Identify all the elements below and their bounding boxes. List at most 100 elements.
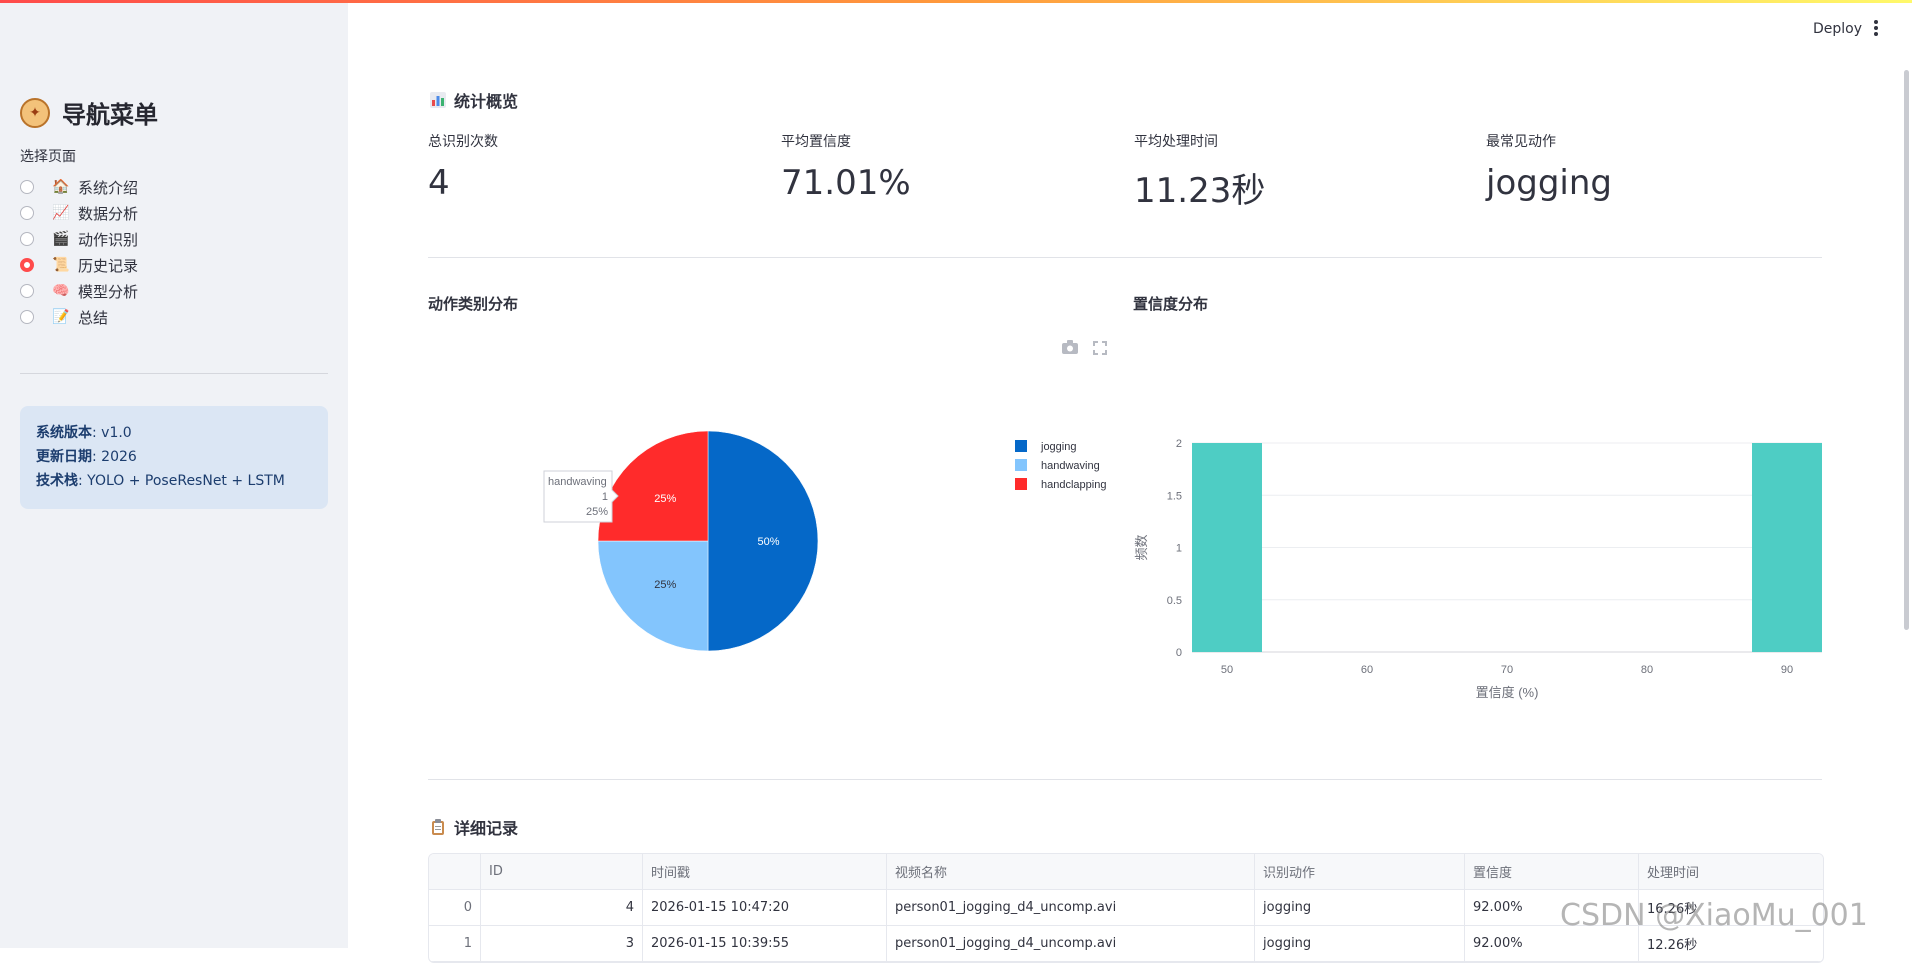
- house-icon: 🏠: [52, 179, 70, 195]
- pie-slice-label: 50%: [757, 536, 779, 548]
- table-row[interactable]: 0 4 2026-01-15 10:47:20 person01_jogging…: [429, 890, 1823, 926]
- stats-heading: 统计概览: [430, 88, 518, 112]
- camera-icon[interactable]: [1062, 340, 1078, 358]
- x-axis-label: 置信度 (%): [1476, 685, 1539, 700]
- legend-label[interactable]: handwaving: [1041, 460, 1100, 472]
- page-radio-group: 🏠 系统介绍 📈 数据分析 🎬 动作识别 📜 历史记录 🧠 模型分析 📝 总结: [20, 174, 138, 330]
- records-heading: 详细记录: [430, 815, 518, 839]
- column-header-timestamp[interactable]: 时间戳: [643, 854, 887, 889]
- clapper-board-icon: 🎬: [52, 231, 70, 247]
- radio-button[interactable]: [20, 180, 34, 194]
- table-cell[interactable]: 16.26秒: [1647, 902, 1698, 917]
- table-cell[interactable]: 3: [481, 926, 643, 961]
- radio-item-summary[interactable]: 📝 总结: [20, 304, 138, 330]
- table-cell[interactable]: 2026-01-15 10:47:20: [643, 890, 887, 925]
- scroll-icon: 📜: [52, 257, 70, 273]
- deploy-button[interactable]: Deploy: [1813, 21, 1863, 37]
- sidebar: ✦ 导航菜单 选择页面 🏠 系统介绍 📈 数据分析 🎬 动作识别 📜 历史记录 …: [0, 3, 348, 948]
- x-tick-label: 90: [1781, 664, 1793, 676]
- column-header-video[interactable]: 视频名称: [887, 854, 1255, 889]
- table-cell: 0: [429, 890, 481, 925]
- page-select-label: 选择页面: [20, 149, 76, 165]
- column-header-confidence[interactable]: 置信度: [1465, 854, 1639, 889]
- radio-button[interactable]: [20, 206, 34, 220]
- bar-chart-title: 置信度分布: [1133, 295, 1209, 313]
- radio-button[interactable]: [20, 310, 34, 324]
- radio-button[interactable]: [20, 232, 34, 246]
- sidebar-divider: [20, 373, 328, 374]
- divider-1: [428, 257, 1822, 258]
- x-tick-label: 70: [1501, 664, 1513, 676]
- y-tick-label: 0: [1176, 647, 1182, 659]
- radio-button[interactable]: [20, 284, 34, 298]
- radio-item-intro[interactable]: 🏠 系统介绍: [20, 174, 138, 200]
- tooltip-count: 1: [602, 491, 608, 503]
- sidebar-title: ✦ 导航菜单: [20, 95, 158, 130]
- y-tick-label: 1.5: [1167, 490, 1182, 502]
- radio-item-history[interactable]: 📜 历史记录: [20, 252, 138, 278]
- legend-label[interactable]: jogging: [1040, 441, 1076, 453]
- table-cell[interactable]: 4: [481, 890, 643, 925]
- x-tick-label: 50: [1221, 664, 1233, 676]
- metric-total: 总识别次数 4: [428, 134, 498, 203]
- info-version: 系统版本: v1.0: [36, 425, 132, 441]
- y-tick-label: 0.5: [1167, 595, 1182, 607]
- divider-2: [428, 779, 1822, 780]
- column-header-index[interactable]: [429, 854, 481, 889]
- pie-slice-label: 25%: [654, 493, 676, 505]
- radio-item-recognition[interactable]: 🎬 动作识别: [20, 226, 138, 252]
- metric-avg-time: 平均处理时间 11.23秒: [1134, 134, 1266, 211]
- pie-slice-handclapping[interactable]: [597, 430, 709, 542]
- y-tick-label: 1: [1176, 543, 1182, 555]
- pie-chart: 50% 25% 25% jogging handwaving handclapping ha…: [543, 430, 1106, 652]
- table-cell[interactable]: person01_jogging_d4_uncomp.avi: [887, 926, 1255, 961]
- table-cell[interactable]: 92.00%: [1465, 926, 1639, 961]
- x-tick-label: 60: [1361, 664, 1373, 676]
- tooltip-name: handwaving: [548, 476, 607, 488]
- pie-tooltip: handwaving 1 25%: [543, 470, 619, 523]
- pie-slice-handwaving[interactable]: [597, 540, 709, 652]
- metric-common-action: 最常见动作 jogging: [1486, 134, 1612, 203]
- legend-swatch[interactable]: [1015, 440, 1027, 452]
- histogram-bar[interactable]: [1192, 443, 1262, 652]
- legend-swatch[interactable]: [1015, 478, 1027, 490]
- column-header-action[interactable]: 识别动作: [1255, 854, 1465, 889]
- table-cell[interactable]: jogging: [1255, 926, 1465, 961]
- compass-icon: ✦: [20, 97, 50, 128]
- x-tick-label: 80: [1641, 664, 1653, 676]
- table-cell[interactable]: person01_jogging_d4_uncomp.avi: [887, 890, 1255, 925]
- metric-avg-confidence: 平均置信度 71.01%: [781, 134, 911, 203]
- radio-button-selected[interactable]: [20, 258, 34, 272]
- column-header-id[interactable]: ID: [481, 854, 643, 889]
- legend-swatch[interactable]: [1015, 459, 1027, 471]
- radio-item-model[interactable]: 🧠 模型分析: [20, 278, 138, 304]
- clipboard-icon: [432, 819, 444, 835]
- watermark-text: CSDN @XiaoMu_001: [1560, 898, 1868, 933]
- info-stack: 技术栈: YOLO + PoseResNet + LSTM: [36, 473, 285, 489]
- info-date: 更新日期: 2026: [36, 449, 137, 465]
- table-cell[interactable]: 92.00%: [1465, 890, 1639, 925]
- top-decoration-bar: [0, 0, 1912, 3]
- y-axis-label: 频数: [1134, 534, 1149, 560]
- brain-icon: 🧠: [52, 283, 70, 299]
- bar-chart-icon: [430, 92, 446, 108]
- radio-item-analysis[interactable]: 📈 数据分析: [20, 200, 138, 226]
- more-options-icon[interactable]: [1874, 20, 1880, 38]
- histogram-bar[interactable]: [1752, 443, 1822, 652]
- vertical-scrollbar[interactable]: [1904, 70, 1909, 630]
- system-info-box: 系统版本: v1.0 更新日期: 2026 技术栈: YOLO + PoseRe…: [20, 406, 328, 509]
- memo-icon: 📝: [52, 309, 70, 325]
- table-cell[interactable]: 2026-01-15 10:39:55: [643, 926, 887, 961]
- table-header-row: ID 时间戳 视频名称 识别动作 置信度 处理时间: [429, 854, 1823, 890]
- chart-increasing-icon: 📈: [52, 205, 70, 221]
- pie-slice-label: 25%: [654, 579, 676, 591]
- fullscreen-icon[interactable]: [1093, 341, 1107, 359]
- pie-slice-jogging[interactable]: [707, 430, 819, 652]
- legend-label[interactable]: handclapping: [1041, 479, 1106, 491]
- pie-chart-title: 动作类别分布: [428, 295, 519, 313]
- column-header-time[interactable]: 处理时间: [1647, 866, 1700, 881]
- table-cell[interactable]: jogging: [1255, 890, 1465, 925]
- table-cell: 1: [429, 926, 481, 961]
- y-tick-label: 2: [1176, 438, 1182, 450]
- histogram-chart: 0 0.5 1 1.5 2 50 60 70 80 90 置信度 (%) 频数: [1134, 438, 1822, 700]
